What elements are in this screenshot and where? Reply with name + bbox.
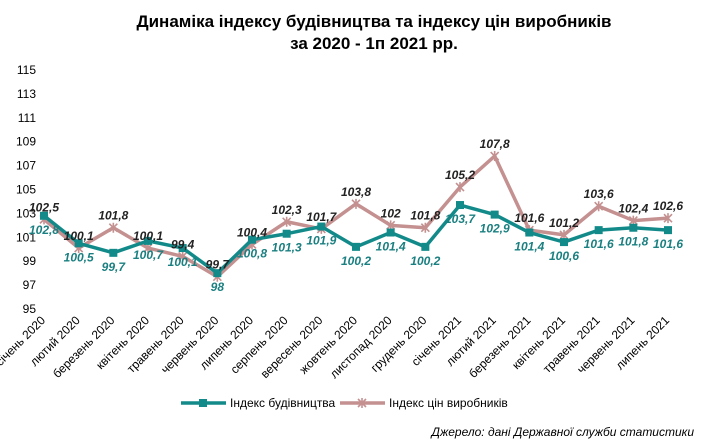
data-label-prices: 102,4 <box>618 202 648 216</box>
data-label-prices: 101,7 <box>306 210 337 224</box>
data-point-construction <box>282 229 291 238</box>
data-label-prices: 102,6 <box>653 199 683 213</box>
data-label-construction: 101,8 <box>618 235 648 249</box>
data-point-prices <box>351 198 361 209</box>
y-tick-label: 115 <box>17 63 36 77</box>
data-point-construction <box>629 223 638 232</box>
data-point-construction <box>386 228 395 237</box>
data-label-prices: 107,8 <box>480 137 510 151</box>
data-point-construction <box>213 269 222 278</box>
data-point-construction <box>525 228 534 237</box>
data-label-construction: 103,7 <box>445 212 476 226</box>
legend-item-prices: Індекс цін виробників <box>340 396 508 410</box>
data-point-construction <box>560 238 568 247</box>
source-note: Джерело: дані Державної служби статистик… <box>430 425 695 439</box>
data-label-prices: 102,5 <box>29 200 59 214</box>
series-layer <box>39 151 673 282</box>
data-point-prices <box>178 251 188 262</box>
data-label-construction: 100,5 <box>64 250 94 264</box>
data-point-construction <box>248 235 256 244</box>
data-point-construction <box>74 239 83 248</box>
data-label-prices: 101,8 <box>410 209 440 223</box>
y-tick-label: 105 <box>16 183 36 197</box>
data-point-prices <box>282 216 292 227</box>
data-labels-layer: 102,8 100,5 99,7 100,7 100,1 98 100,8 101,3 101,… <box>29 137 683 294</box>
data-point-prices <box>108 222 118 233</box>
y-tick-label: 113 <box>17 87 36 101</box>
data-point-prices <box>455 182 465 193</box>
data-label-prices: 101,8 <box>98 209 128 223</box>
star-marker-icon <box>357 398 367 408</box>
data-label-construction: 102,9 <box>480 222 510 236</box>
data-label-construction: 99,7 <box>102 260 127 274</box>
data-label-construction: 100,6 <box>549 249 579 263</box>
data-point-prices <box>594 201 604 212</box>
data-label-construction: 101,4 <box>514 240 544 254</box>
chart-title-line2: за 2020 - 1п 2021 рр. <box>290 34 458 53</box>
data-point-construction <box>421 242 430 251</box>
data-label-construction: 100,8 <box>237 247 267 261</box>
data-label-prices: 99,7 <box>206 258 231 272</box>
data-label-construction: 98 <box>211 280 225 294</box>
data-point-construction <box>490 210 499 219</box>
data-label-prices: 101,2 <box>549 216 579 230</box>
y-tick-label: 101 <box>16 230 36 244</box>
data-label-prices: 99,4 <box>171 237 195 251</box>
data-label-prices: 103,6 <box>584 187 614 201</box>
data-label-construction: 100,7 <box>133 248 164 262</box>
y-axis: 95 97 99 101 103 105 107 109 111 113 115 <box>16 63 36 316</box>
data-label-construction: 102,8 <box>29 223 59 237</box>
y-tick-label: 109 <box>16 135 36 149</box>
data-point-construction <box>664 226 672 235</box>
data-label-construction: 100,1 <box>168 255 198 269</box>
data-point-construction <box>40 211 48 220</box>
y-tick-label: 95 <box>23 302 37 316</box>
y-tick-label: 107 <box>16 159 36 173</box>
data-label-prices: 100,4 <box>237 225 267 239</box>
y-tick-label: 103 <box>16 206 36 220</box>
data-point-construction <box>594 226 603 235</box>
data-label-prices: 102 <box>381 206 401 220</box>
data-point-prices <box>663 213 673 224</box>
data-label-prices: 100,1 <box>64 229 94 243</box>
data-label-prices: 103,8 <box>341 185 371 199</box>
chart-title-line1: Динаміка індексу будівництва та індексу … <box>137 12 612 31</box>
data-label-construction: 101,4 <box>376 240 406 254</box>
data-point-construction <box>352 242 360 251</box>
data-label-construction: 101,6 <box>653 237 683 251</box>
data-point-construction <box>109 248 118 257</box>
square-marker-icon <box>199 399 207 407</box>
data-label-prices: 105,2 <box>445 168 475 182</box>
data-label-construction: 101,6 <box>584 237 614 251</box>
data-label-construction: 101,3 <box>272 241 302 255</box>
data-label-prices: 102,3 <box>272 203 302 217</box>
legend-item-construction: Індекс будівництва <box>181 396 336 410</box>
y-tick-label: 97 <box>23 278 37 292</box>
data-point-construction <box>317 222 326 231</box>
y-tick-label: 111 <box>18 111 37 125</box>
data-point-prices <box>420 222 430 233</box>
legend: Індекс будівництва Індекс цін виробників <box>181 396 508 410</box>
legend-label-prices: Індекс цін виробників <box>389 396 508 410</box>
data-point-construction <box>178 244 187 253</box>
legend-label-construction: Індекс будівництва <box>230 396 336 410</box>
data-label-prices: 100,1 <box>133 229 163 243</box>
data-point-construction <box>456 201 464 210</box>
data-label-construction: 100,2 <box>341 254 371 268</box>
y-tick-label: 99 <box>23 254 37 268</box>
data-label-construction: 101,9 <box>306 234 336 248</box>
data-point-prices <box>490 151 500 162</box>
data-point-construction <box>144 236 152 245</box>
data-label-prices: 101,6 <box>514 211 544 225</box>
data-label-construction: 100,2 <box>410 254 440 268</box>
